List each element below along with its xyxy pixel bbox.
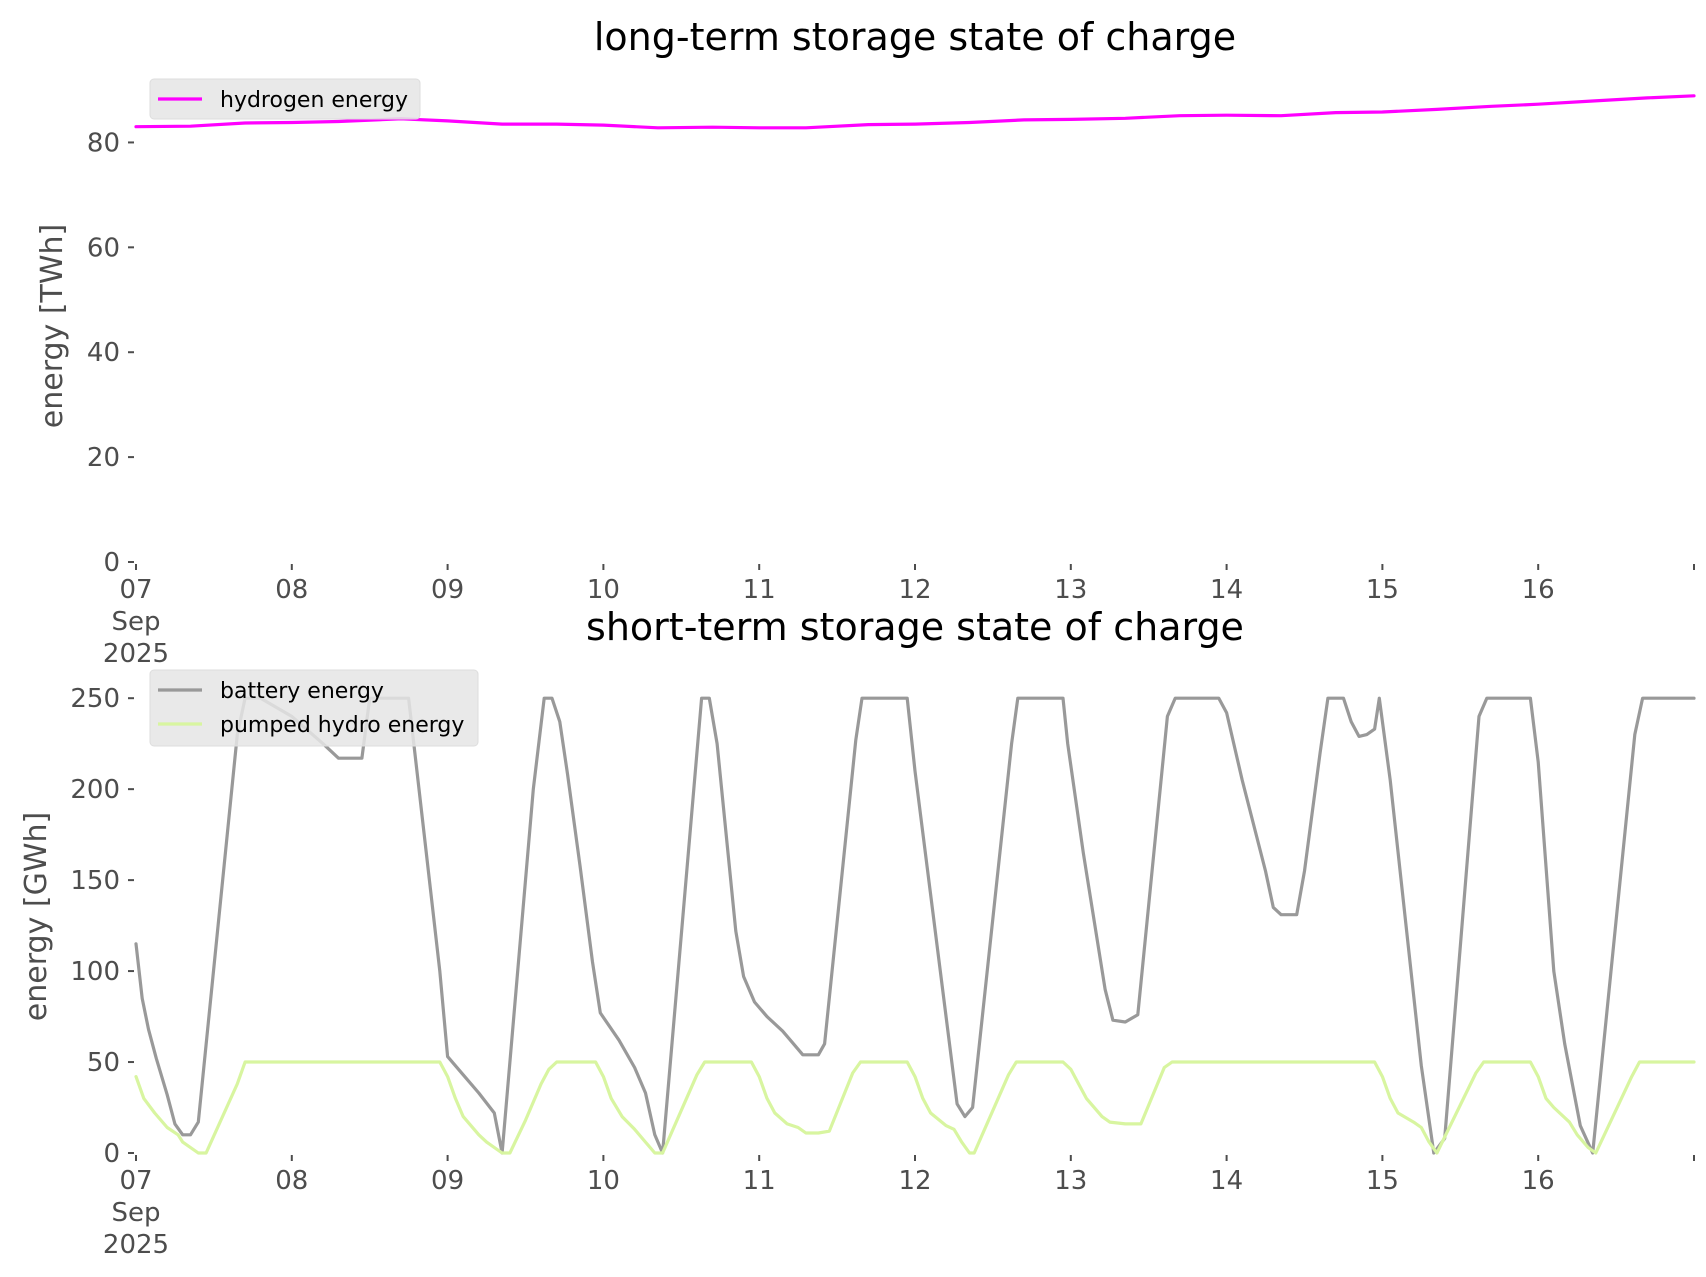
x-tick-label: 08: [275, 1166, 308, 1196]
x-tick-label: 13: [1054, 1166, 1087, 1196]
x-tick-sublabel: Sep: [111, 1198, 160, 1228]
y-tick-label: 20: [87, 443, 120, 473]
x-tick-label: 13: [1054, 575, 1087, 605]
x-tick-label: 08: [275, 575, 308, 605]
series-line-pumped-hydro-energy: [134, 1060, 1696, 1155]
y-tick-label: 40: [87, 338, 120, 368]
x-tick-sublabel: 2025: [103, 639, 169, 669]
legend-box: [149, 669, 479, 747]
x-tick-label: 11: [743, 1166, 776, 1196]
x-tick-label: 15: [1366, 1166, 1399, 1196]
series-line-battery-energy: [134, 696, 1696, 1155]
y-tick-label: 100: [70, 957, 120, 987]
x-tick-label: 16: [1522, 1166, 1555, 1196]
y-tick-label: 80: [87, 128, 120, 158]
legend-entry: battery energy: [220, 679, 384, 704]
x-tick-label: 12: [898, 575, 931, 605]
x-tick-label: 09: [431, 575, 464, 605]
chart-title: long-term storage state of charge: [594, 15, 1236, 59]
legend-entry: hydrogen energy: [220, 88, 408, 113]
y-tick-label: 0: [103, 548, 120, 578]
x-tick-sublabel: Sep: [111, 607, 160, 637]
y-tick-label: 50: [87, 1048, 120, 1078]
y-tick-label: 150: [70, 866, 120, 896]
x-tick-label: 07: [119, 1166, 152, 1196]
legend-box: [149, 78, 421, 120]
y-tick-label: 0: [103, 1139, 120, 1169]
x-tick-label: 11: [743, 575, 776, 605]
x-tick-label: 07: [119, 575, 152, 605]
y-tick-label: 250: [70, 684, 120, 714]
legend-entry: pumped hydro energy: [220, 713, 464, 738]
x-tick-label: 14: [1210, 575, 1243, 605]
y-axis-label: energy [TWh]: [35, 224, 70, 428]
x-tick-label: 15: [1366, 575, 1399, 605]
y-tick-label: 60: [87, 233, 120, 263]
x-tick-label: 10: [587, 1166, 620, 1196]
x-tick-label: 12: [898, 1166, 931, 1196]
y-tick-label: 200: [70, 775, 120, 805]
x-tick-label: 10: [587, 575, 620, 605]
chart-title: short-term storage state of charge: [586, 605, 1244, 649]
x-tick-label: 09: [431, 1166, 464, 1196]
x-tick-sublabel: 2025: [103, 1230, 169, 1260]
y-axis-label: energy [GWh]: [19, 812, 54, 1021]
x-tick-label: 14: [1210, 1166, 1243, 1196]
x-tick-label: 16: [1522, 575, 1555, 605]
